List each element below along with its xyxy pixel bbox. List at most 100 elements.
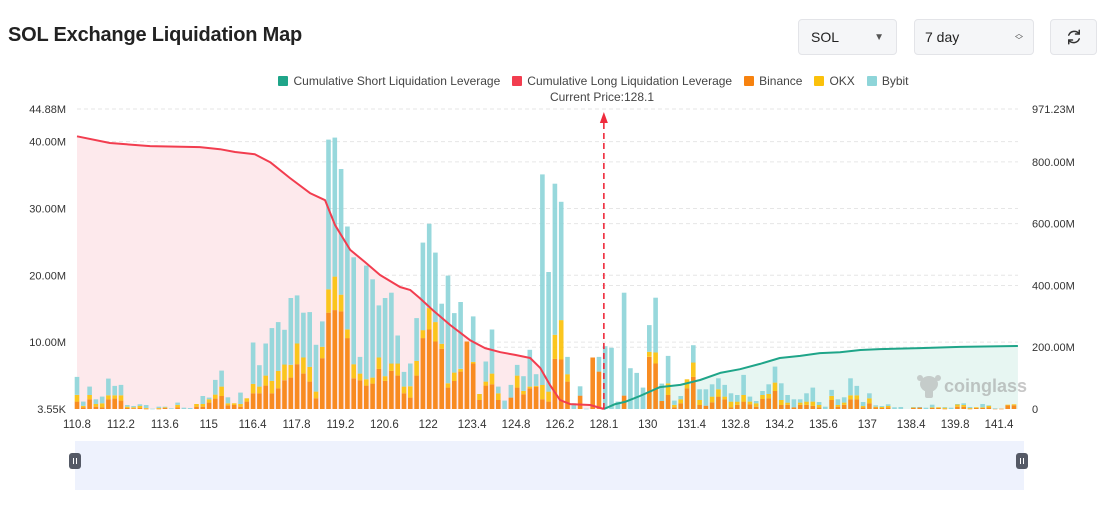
x-tick-label: 131.4 [677, 419, 706, 431]
bar-bybit [307, 312, 312, 367]
legend-item-bybit[interactable]: Bybit [866, 74, 909, 88]
bar-okx [961, 405, 966, 407]
bar-okx [691, 362, 696, 377]
bar-bybit [376, 305, 382, 358]
bar-okx [470, 361, 476, 364]
bar-binance [841, 405, 847, 409]
bar-okx [678, 399, 683, 404]
bar-binance [282, 380, 287, 409]
bar-binance [879, 408, 885, 409]
bar-binance [364, 385, 369, 409]
x-tick-label: 112.2 [107, 419, 135, 431]
bar-binance [1011, 405, 1017, 409]
bar-binance [288, 377, 294, 409]
bar-binance [647, 356, 652, 409]
bar-bybit [955, 404, 960, 405]
coin-select[interactable]: SOL ▼ [798, 19, 897, 55]
bar-okx [275, 370, 281, 389]
bar-binance [162, 408, 168, 409]
bar-binance [313, 398, 319, 409]
bar-bybit [433, 252, 438, 323]
bar-bybit [804, 393, 809, 402]
bar-bybit [320, 321, 325, 347]
x-tick-label: 115 [200, 419, 218, 431]
legend-item-okx[interactable]: OKX [814, 74, 855, 88]
bar-bybit [552, 183, 558, 335]
bar-bybit [810, 387, 816, 402]
period-select[interactable]: 7 day ︿ ﹀ [914, 19, 1034, 55]
legend-swatch [278, 76, 289, 86]
bar-binance [533, 386, 539, 409]
bar-binance [99, 407, 105, 409]
bar-okx [288, 364, 294, 378]
bar-binance [401, 393, 407, 409]
x-tick-label: 135.6 [809, 419, 838, 431]
bar-okx [936, 407, 941, 408]
bar-binance [231, 405, 237, 409]
bar-okx [848, 395, 853, 400]
legend-item-short[interactable]: Cumulative Short Liquidation Leverage [278, 74, 500, 88]
bar-binance [810, 406, 816, 409]
bar-binance [766, 398, 771, 409]
bar-okx [816, 405, 822, 408]
bar-okx [206, 399, 212, 403]
slider-right-handle[interactable] [1016, 453, 1028, 469]
bar-okx [395, 363, 400, 376]
bar-okx [106, 395, 111, 400]
bar-okx [829, 396, 834, 400]
bar-binance [382, 380, 388, 409]
bar-okx [125, 406, 130, 408]
bar-okx [772, 382, 778, 391]
slider-left-handle[interactable] [69, 453, 81, 469]
bar-binance [458, 371, 463, 409]
legend-item-long[interactable]: Cumulative Long Liquidation Leverage [512, 74, 732, 88]
bar-bybit [370, 279, 375, 378]
bar-bybit [980, 404, 985, 408]
bar-okx [477, 394, 482, 400]
bar-bybit [301, 312, 306, 358]
bar-bybit [659, 383, 665, 401]
bar-binance [194, 406, 199, 409]
bar-binance [1005, 405, 1010, 409]
bar-okx [741, 395, 746, 402]
bar-okx [194, 404, 199, 407]
bar-bybit [602, 346, 608, 409]
bar-okx [974, 407, 979, 408]
bar-binance [684, 388, 690, 409]
bar-binance [433, 341, 438, 409]
bar-binance [87, 399, 92, 409]
bar-binance [338, 311, 344, 409]
bar-bybit [502, 400, 507, 409]
bar-okx [709, 396, 715, 403]
bar-binance [565, 381, 570, 409]
legend-swatch [512, 76, 523, 86]
bar-binance [514, 387, 520, 409]
bar-bybit [131, 406, 136, 408]
bar-okx [112, 395, 117, 399]
refresh-button[interactable] [1050, 19, 1097, 55]
bar-binance [250, 393, 256, 409]
bar-binance [917, 407, 922, 409]
x-tick-label: 134.2 [765, 419, 794, 431]
bar-okx [269, 380, 275, 394]
bar-binance [967, 408, 973, 410]
bar-binance [219, 396, 224, 409]
bar-okx [558, 320, 564, 360]
bar-bybit [854, 385, 860, 396]
bar-bybit [112, 385, 117, 396]
bar-okx [143, 408, 149, 409]
bar-binance [785, 405, 790, 409]
bar-bybit [923, 407, 929, 409]
axes: 3.55K 10.00M 20.00M 30.00M 40.00M 44.88M 0 200.… [29, 104, 1075, 431]
bar-binance [74, 401, 80, 409]
bar-okx [760, 395, 765, 399]
bar-binance [489, 384, 495, 409]
bar-okx [439, 343, 444, 349]
range-slider[interactable] [75, 441, 1024, 490]
bar-okx [382, 376, 388, 381]
legend-item-binance[interactable]: Binance [744, 74, 802, 88]
bar-okx [93, 404, 99, 407]
bar-binance [540, 399, 545, 409]
line-cumulative-long [76, 135, 605, 410]
bar-okx [420, 330, 426, 339]
